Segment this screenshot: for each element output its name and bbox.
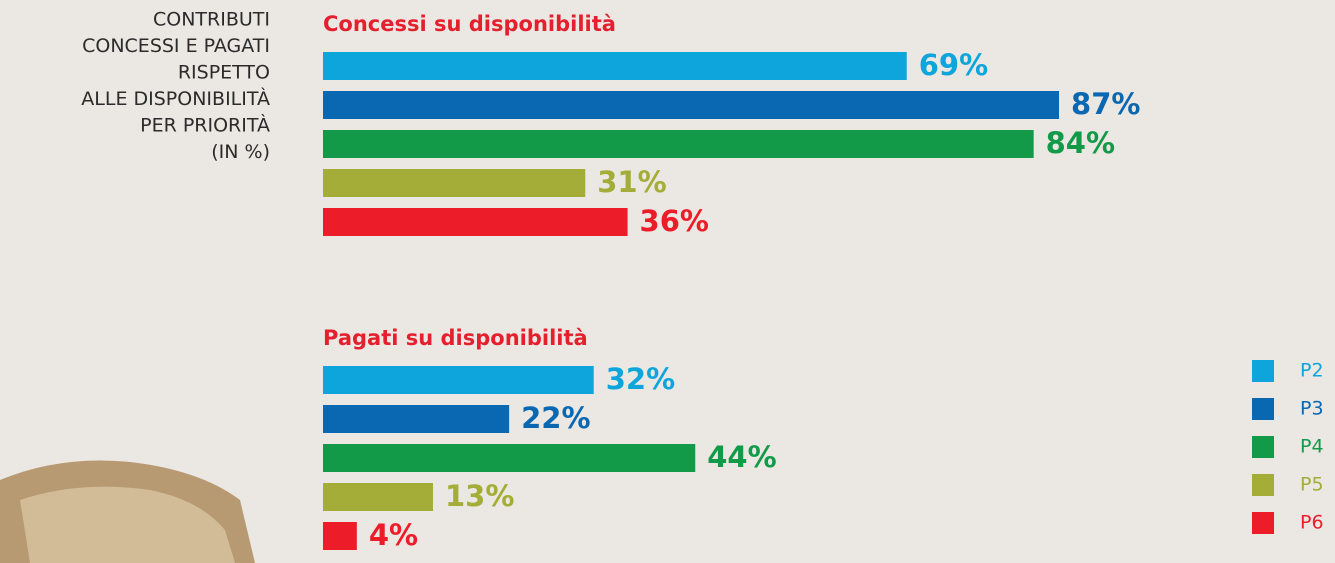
bar — [323, 91, 1060, 119]
bar — [323, 169, 586, 197]
bar — [323, 444, 696, 472]
legend-label: P3 — [1300, 398, 1324, 420]
legend-label: P4 — [1300, 436, 1324, 458]
bar — [323, 130, 1034, 158]
heading-line: ALLE DISPONIBILITÀ — [81, 87, 270, 110]
heading-line: (IN %) — [211, 141, 270, 163]
legend-label: P6 — [1300, 512, 1324, 534]
legend-label: P2 — [1300, 360, 1324, 382]
heading-line: CONTRIBUTI — [153, 9, 270, 31]
heading-line: CONCESSI E PAGATI — [82, 35, 270, 57]
value-label: 22% — [521, 401, 590, 435]
value-label: 32% — [606, 362, 675, 396]
bar — [323, 208, 628, 236]
bar — [323, 405, 510, 433]
legend-swatch — [1252, 512, 1274, 534]
bar — [323, 366, 594, 394]
bar — [323, 483, 433, 511]
heading-line: PER PRIORITÀ — [140, 114, 270, 137]
value-label: 44% — [707, 440, 776, 474]
wood-chips-highlight — [20, 486, 235, 563]
legend-swatch — [1252, 474, 1274, 496]
value-label: 4% — [369, 518, 418, 552]
value-label: 87% — [1071, 87, 1140, 121]
legend-label: P5 — [1300, 474, 1324, 496]
value-label: 84% — [1046, 126, 1115, 160]
legend-swatch — [1252, 398, 1274, 420]
heading-line: RISPETTO — [178, 62, 270, 84]
legend-swatch — [1252, 360, 1274, 382]
value-label: 69% — [919, 48, 988, 82]
value-label: 31% — [597, 165, 666, 199]
bar — [323, 52, 907, 80]
legend-swatch — [1252, 436, 1274, 458]
value-label: 36% — [640, 204, 709, 238]
bar — [323, 522, 357, 550]
chart-title: Pagati su disponibilità — [323, 326, 588, 350]
chart-title: Concessi su disponibilità — [323, 12, 616, 36]
value-label: 13% — [445, 479, 514, 513]
